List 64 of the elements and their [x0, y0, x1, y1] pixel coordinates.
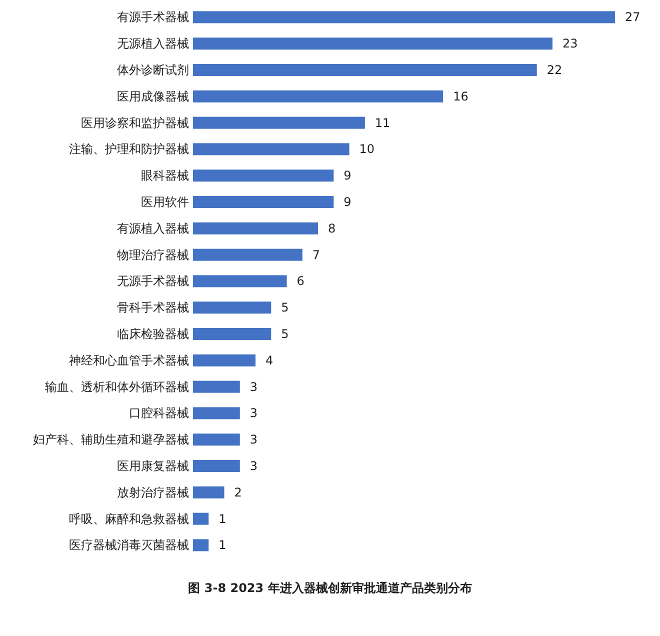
- bar: [193, 196, 334, 208]
- data-label: 23: [562, 36, 578, 51]
- data-label: 3: [250, 432, 258, 447]
- data-label: 1: [218, 512, 226, 526]
- y-tick-label: 放射治疗器械: [117, 485, 189, 500]
- y-tick-label: 呼吸、麻醉和急救器械: [69, 512, 189, 526]
- data-label: 1: [218, 538, 226, 552]
- bar: [193, 222, 318, 234]
- data-label: 11: [374, 116, 390, 130]
- data-label: 5: [281, 327, 289, 341]
- data-label: 3: [250, 380, 258, 394]
- y-tick-label: 体外诊断试剂: [117, 63, 189, 77]
- bar: [193, 512, 209, 525]
- data-label: 10: [359, 142, 375, 156]
- data-label: 8: [328, 221, 336, 236]
- y-tick-label: 骨科手术器械: [117, 300, 189, 315]
- bar: [193, 328, 272, 340]
- y-tick-label: 妇产科、辅助生殖和避孕器械: [33, 432, 189, 447]
- y-tick-label: 医用康复器械: [117, 459, 189, 473]
- y-tick-label: 神经和心血管手术器械: [69, 353, 189, 368]
- data-label: 3: [250, 459, 258, 473]
- bar: [193, 275, 287, 288]
- data-label: 4: [266, 353, 274, 368]
- bar: [193, 354, 256, 366]
- bar: [193, 302, 272, 314]
- bar: [193, 434, 240, 446]
- bar: [193, 460, 240, 472]
- bar: [193, 170, 334, 182]
- y-tick-label: 临床检验器械: [117, 327, 189, 341]
- y-tick-label: 有源植入器械: [117, 221, 189, 236]
- data-label: 9: [344, 168, 352, 183]
- text: 图 3-8 2023 年进入器械创新审批通道产品类别分布: [188, 581, 472, 595]
- y-tick-label: 医疗器械消毒灭菌器械: [69, 538, 189, 552]
- bar: [193, 486, 224, 498]
- y-tick-label: 无源手术器械: [117, 274, 189, 288]
- data-label: 5: [281, 300, 289, 315]
- bar: [193, 407, 240, 420]
- y-tick-label: 医用成像器械: [117, 89, 189, 104]
- y-tick-label: 物理治疗器械: [117, 248, 189, 262]
- y-tick-label: 输血、透析和体外循环器械: [45, 380, 189, 394]
- y-tick-label: 注输、护理和防护器械: [69, 142, 189, 156]
- y-tick-label: 有源手术器械: [117, 10, 189, 24]
- bar: [193, 380, 240, 393]
- y-tick-label: 医用诊察和监护器械: [81, 116, 189, 130]
- data-label: 6: [296, 274, 304, 288]
- bar: [193, 38, 552, 50]
- data-label: 16: [453, 89, 468, 104]
- y-tick-label: 眼科器械: [141, 168, 189, 183]
- y-tick-label: 无源植入器械: [117, 36, 189, 51]
- bar: [193, 539, 209, 552]
- data-label: 9: [344, 195, 352, 209]
- bar: [193, 90, 444, 102]
- data-label: 3: [250, 406, 258, 420]
- bar: [193, 64, 537, 76]
- bar: [193, 248, 302, 261]
- data-label: 7: [312, 248, 320, 262]
- bar: [193, 11, 615, 24]
- bar: [193, 143, 350, 156]
- data-label: 22: [546, 63, 562, 77]
- y-tick-label: 医用软件: [141, 195, 189, 209]
- data-label: 2: [234, 485, 242, 500]
- data-label: 27: [625, 10, 640, 24]
- bar: [193, 116, 365, 129]
- y-tick-label: 口腔科器械: [129, 406, 189, 420]
